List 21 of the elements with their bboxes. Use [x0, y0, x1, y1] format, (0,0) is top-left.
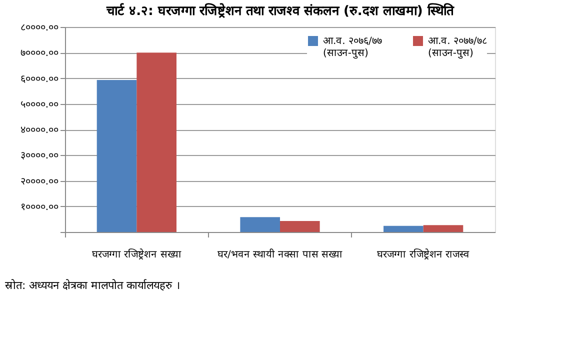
y-tick-label: २००००.०० — [20, 176, 58, 188]
text: स्रोत: अध्ययन क्षेत्रका मालपोत कार्यालयहरु । — [5, 279, 180, 292]
y-tick-label: ४००००.०० — [20, 125, 58, 136]
y-tick-label: ५००००.०० — [20, 99, 58, 110]
bar — [240, 217, 280, 232]
bar — [280, 220, 320, 232]
x-tick-label: घरजग्गा रजिष्ट्रेशन राजस्व — [377, 248, 470, 260]
y-tick-label: १००००.०० — [20, 202, 58, 213]
chart-title: चार्ट ४.२: घरजग्गा रजिष्ट्रेशन तथा राजश्व संकलन (रु.दश लाखमा) स्थिति — [106, 3, 454, 19]
y-tick-label: ८००००.०० — [20, 22, 58, 34]
y-tick-label: ३००००.०० — [20, 150, 58, 162]
legend-label: आ.व. २०७७/७८ (साउन-पुस) — [428, 36, 487, 59]
bar — [136, 52, 176, 232]
legend-label: आ.व. २०७६/७७ (साउन-पुस) — [323, 36, 382, 59]
bar — [384, 226, 424, 232]
x-tick-label: घर/भवन स्थायी नक्सा पास सख्या — [217, 248, 343, 260]
bar — [96, 80, 137, 232]
y-tick-label: ६००००.०० — [20, 74, 58, 85]
x-tick-label: घरजग्गा रजिष्ट्रेशन सख्या — [92, 248, 182, 260]
bar — [423, 225, 464, 232]
y-tick-label: ७००००.०० — [20, 48, 58, 60]
